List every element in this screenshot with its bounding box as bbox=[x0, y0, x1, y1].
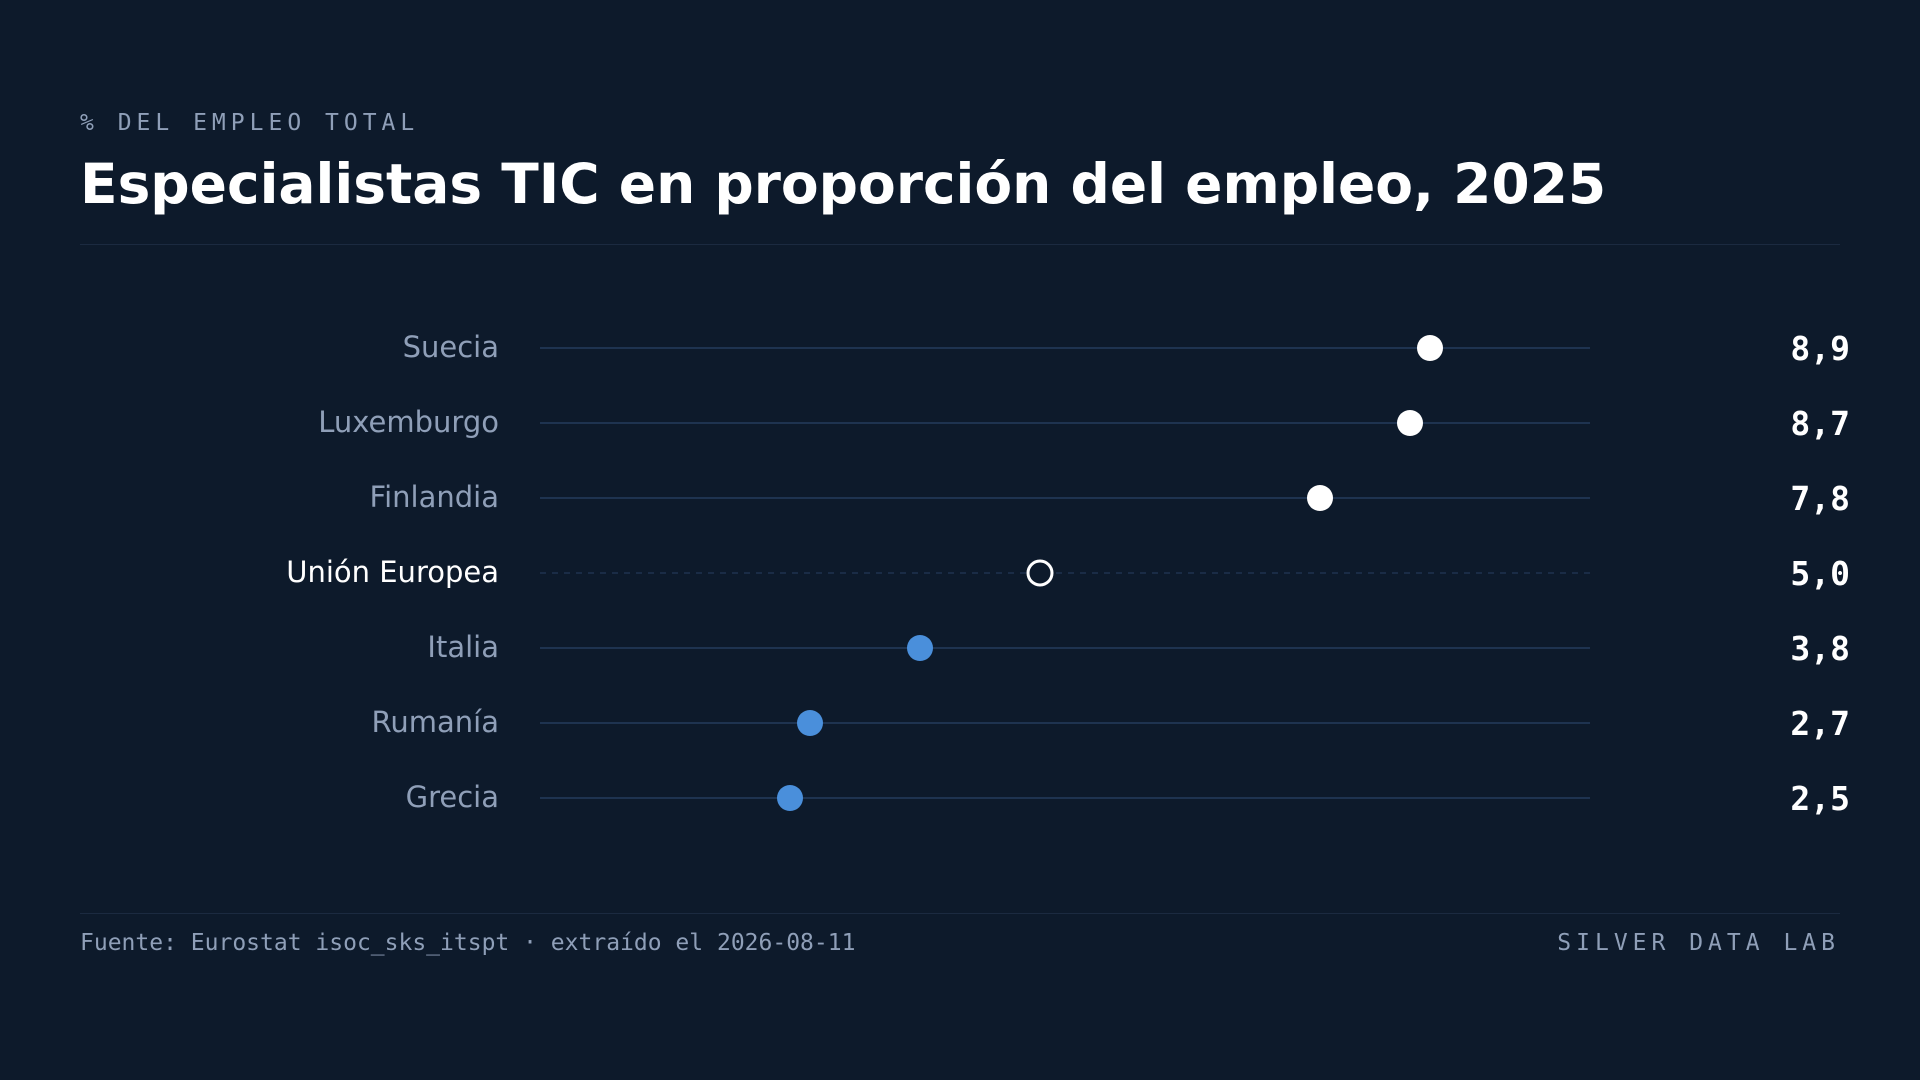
brand-label: SILVER DATA LAB bbox=[1557, 930, 1840, 956]
data-point-finlandia bbox=[1307, 485, 1333, 511]
data-point-rumania bbox=[797, 710, 823, 736]
category-label-rumania: Rumanía bbox=[372, 705, 499, 739]
source-note: Fuente: Eurostat isoc_sks_itspt · extraí… bbox=[80, 930, 855, 956]
data-point-suecia bbox=[1417, 335, 1443, 361]
value-label-union-europea: 5,0 bbox=[1790, 554, 1850, 593]
value-label-luxemburgo: 8,7 bbox=[1790, 404, 1850, 443]
value-label-grecia: 2,5 bbox=[1790, 779, 1850, 818]
category-label-suecia: Suecia bbox=[403, 330, 499, 364]
data-point-luxemburgo bbox=[1397, 410, 1423, 436]
data-point-italia bbox=[907, 635, 933, 661]
category-label-italia: Italia bbox=[427, 630, 499, 664]
category-label-luxemburgo: Luxemburgo bbox=[318, 405, 499, 439]
category-label-union-europea: Unión Europea bbox=[286, 555, 499, 589]
data-point-grecia bbox=[777, 785, 803, 811]
value-label-rumania: 2,7 bbox=[1790, 704, 1850, 743]
value-label-finlandia: 7,8 bbox=[1790, 479, 1850, 518]
value-label-suecia: 8,9 bbox=[1790, 329, 1850, 368]
category-label-finlandia: Finlandia bbox=[370, 480, 499, 514]
category-label-grecia: Grecia bbox=[406, 780, 499, 814]
data-point-union-europea bbox=[1028, 561, 1052, 585]
footer-divider bbox=[80, 913, 1840, 914]
value-label-italia: 3,8 bbox=[1790, 629, 1850, 668]
